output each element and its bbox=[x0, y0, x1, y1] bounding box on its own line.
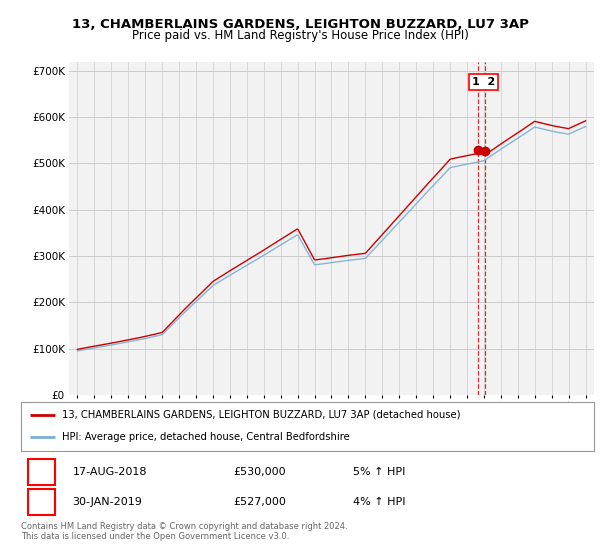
Text: 5% ↑ HPI: 5% ↑ HPI bbox=[353, 467, 406, 477]
Text: 30-JAN-2019: 30-JAN-2019 bbox=[73, 497, 142, 507]
Text: £527,000: £527,000 bbox=[233, 497, 286, 507]
Text: 4% ↑ HPI: 4% ↑ HPI bbox=[353, 497, 406, 507]
Bar bbox=[28, 459, 55, 486]
Text: Contains HM Land Registry data © Crown copyright and database right 2024.
This d: Contains HM Land Registry data © Crown c… bbox=[21, 522, 347, 542]
Text: 1  2: 1 2 bbox=[472, 77, 495, 87]
Text: HPI: Average price, detached house, Central Bedfordshire: HPI: Average price, detached house, Cent… bbox=[62, 432, 350, 442]
Text: 13, CHAMBERLAINS GARDENS, LEIGHTON BUZZARD, LU7 3AP (detached house): 13, CHAMBERLAINS GARDENS, LEIGHTON BUZZA… bbox=[62, 410, 461, 420]
Text: Price paid vs. HM Land Registry's House Price Index (HPI): Price paid vs. HM Land Registry's House … bbox=[131, 29, 469, 42]
Text: 2: 2 bbox=[38, 495, 46, 508]
Text: 13, CHAMBERLAINS GARDENS, LEIGHTON BUZZARD, LU7 3AP: 13, CHAMBERLAINS GARDENS, LEIGHTON BUZZA… bbox=[71, 18, 529, 31]
Text: £530,000: £530,000 bbox=[233, 467, 286, 477]
Text: 17-AUG-2018: 17-AUG-2018 bbox=[73, 467, 147, 477]
Text: 1: 1 bbox=[38, 466, 46, 479]
Bar bbox=[28, 488, 55, 515]
